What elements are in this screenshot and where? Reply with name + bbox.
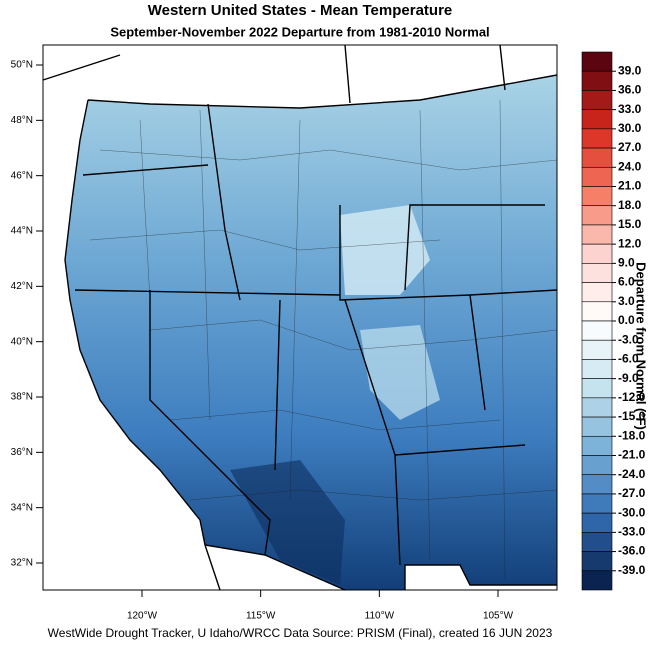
- colorbar-box: [581, 109, 613, 130]
- colorbar-box: [581, 570, 613, 591]
- lat-label: 34°N: [11, 502, 33, 513]
- lon-axis: 120°W 115°W 110°W 105°W: [127, 590, 514, 622]
- colorbar-tick-label: -6.0: [618, 352, 639, 366]
- colorbar-tick-label: 15.0: [618, 217, 642, 231]
- colorbar-tick-label: 9.0: [618, 256, 635, 270]
- lon-label: 115°W: [246, 611, 276, 622]
- colorbar-box: [581, 512, 613, 533]
- colorbar-box: [581, 263, 613, 283]
- colorbar-tick-label: -30.0: [618, 505, 646, 519]
- colorbar-tick-label: 6.0: [618, 275, 635, 289]
- lat-label: 42°N: [11, 281, 33, 292]
- colorbar-tick-label: -3.0: [618, 332, 639, 346]
- lat-label: 44°N: [11, 226, 33, 237]
- colorbar-tick-label: 30.0: [618, 121, 642, 135]
- colorbar-box: [581, 359, 613, 379]
- colorbar-tick-label: -36.0: [618, 544, 646, 558]
- lat-label: 46°N: [11, 170, 33, 181]
- colorbar-tick-label: 36.0: [618, 83, 642, 97]
- colorbar-tick-label: 12.0: [618, 236, 642, 250]
- lat-axis: 50°N 48°N 46°N 44°N 42°N 40°N 38°N 36°N 34°N 32°N: [11, 60, 43, 569]
- map: [42, 44, 558, 591]
- lat-label: 32°N: [11, 558, 33, 569]
- lon-label: 120°W: [127, 611, 158, 622]
- lon-label: 105°W: [483, 611, 514, 622]
- colorbar-box: [581, 282, 613, 303]
- colorbar-label: Departure from Normal (°F): [634, 262, 649, 430]
- colorbar-box: [581, 70, 613, 91]
- lon-label: 110°W: [365, 611, 395, 622]
- map-frame: [42, 44, 558, 591]
- colorbar-box: [581, 301, 613, 322]
- lat-label: 50°N: [11, 60, 33, 71]
- colorbar-box: [581, 339, 613, 360]
- colorbar-box: [581, 493, 613, 514]
- temperature-field: [65, 75, 557, 590]
- colorbar-tick-label: -18.0: [618, 428, 646, 442]
- colorbar-tick-label: -33.0: [618, 525, 646, 539]
- colorbar-box: [581, 320, 613, 341]
- colorbar-box: [581, 166, 613, 187]
- colorbar-box: [581, 147, 613, 168]
- colorbar-box: [581, 532, 613, 552]
- colorbar-box: [581, 551, 613, 572]
- colorbar-box: [581, 397, 613, 418]
- subtitle: September-November 2022 Departure from 1…: [110, 24, 489, 39]
- colorbar-box: [581, 378, 613, 399]
- lat-label: 40°N: [11, 336, 33, 347]
- colorbar-box: [581, 186, 613, 207]
- colorbar-box: [581, 51, 613, 72]
- colorbar-tick-label: 0.0: [618, 313, 635, 327]
- colorbar-tick-label: 21.0: [618, 179, 642, 193]
- colorbar-tick-label: 3.0: [618, 294, 635, 308]
- lat-label: 36°N: [11, 447, 33, 458]
- colorbar-tick-label: -9.0: [618, 371, 639, 385]
- colorbar-box: [581, 416, 613, 437]
- colorbar-tick-label: -39.0: [618, 563, 646, 577]
- colorbar-box: [581, 435, 613, 456]
- colorbar-box: [581, 90, 613, 110]
- colorbar-tick-label: -21.0: [618, 448, 646, 462]
- credit: WestWide Drought Tracker, U Idaho/WRCC D…: [48, 626, 553, 640]
- colorbar-tick-label: 27.0: [618, 140, 642, 154]
- colorbar-tick-label: -12.0: [618, 390, 646, 404]
- colorbar-tick-label: -15.0: [618, 409, 646, 423]
- colorbar-tick-label: 33.0: [618, 102, 642, 116]
- colorbar-box: [581, 128, 613, 149]
- colorbar-tick-label: 18.0: [618, 198, 642, 212]
- colorbar: 39.0 36.0 33.0 30.0 27.0 24.0 21.0 18.0 15.0 12.0…: [581, 51, 646, 591]
- colorbar-box: [581, 205, 613, 226]
- lat-label: 48°N: [11, 115, 33, 126]
- lat-label: 38°N: [11, 392, 33, 403]
- colorbar-tick-label: -24.0: [618, 467, 646, 481]
- title: Western United States - Mean Temperature: [148, 2, 453, 19]
- colorbar-box: [581, 243, 613, 264]
- colorbar-box: [581, 224, 613, 245]
- light-region: [340, 205, 430, 295]
- colorbar-tick-label: 39.0: [618, 63, 642, 77]
- colorbar-tick-label: 24.0: [618, 159, 642, 173]
- colorbar-box: [581, 455, 613, 476]
- colorbar-box: [581, 474, 613, 495]
- colorbar-tick-label: -27.0: [618, 486, 646, 500]
- light-region: [360, 325, 440, 420]
